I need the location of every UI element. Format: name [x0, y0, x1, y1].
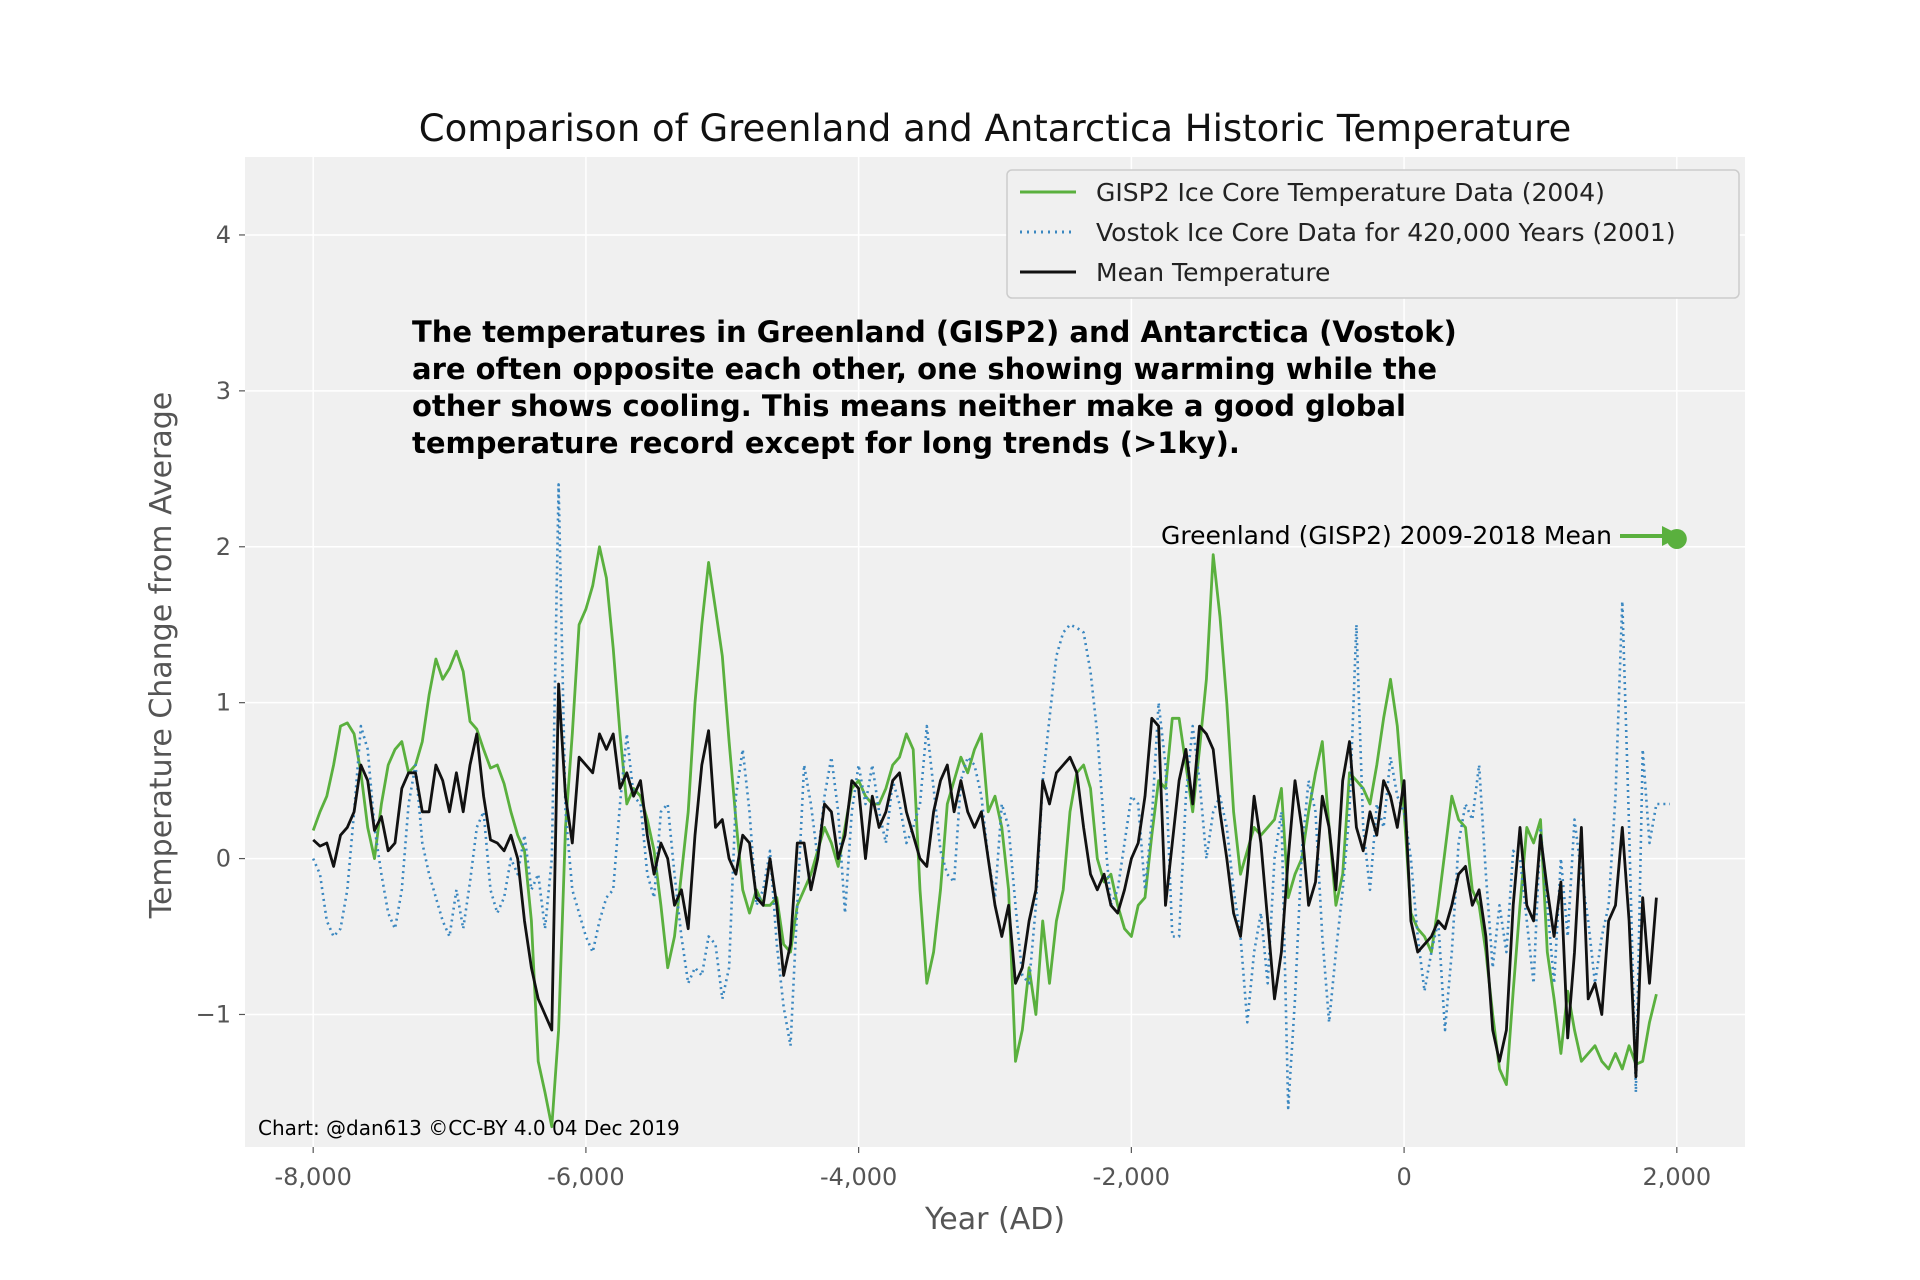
marker-label: Greenland (GISP2) 2009-2018 Mean — [1161, 521, 1612, 550]
annotation-note: The temperatures in Greenland (GISP2) an… — [412, 315, 1457, 460]
x-axis-label: Year (AD) — [924, 1202, 1065, 1237]
legend-label-vostok: Vostok Ice Core Data for 420,000 Years (… — [1096, 218, 1676, 247]
chart-credit: Chart: @dan613 ©CC-BY 4.0 04 Dec 2019 — [258, 1116, 680, 1140]
x-tick-label: 2,000 — [1642, 1163, 1711, 1191]
y-tick-label: 4 — [216, 221, 231, 249]
grid — [245, 157, 1745, 1147]
x-tick-label: -4,000 — [820, 1163, 897, 1191]
note-line: The temperatures in Greenland (GISP2) an… — [412, 315, 1457, 349]
legend: GISP2 Ice Core Temperature Data (2004) V… — [1006, 169, 1740, 299]
note-line: are often opposite each other, one showi… — [412, 352, 1437, 386]
legend-box — [1006, 169, 1740, 299]
x-tick-label: -6,000 — [547, 1163, 624, 1191]
chart-title: Comparison of Greenland and Antarctica H… — [419, 107, 1572, 150]
plot-area — [245, 157, 1745, 1147]
note-line: temperature record except for long trend… — [412, 426, 1240, 460]
series-vostok-line — [312, 483, 1670, 1110]
y-tick-label: −1 — [196, 1000, 231, 1028]
series-gisp2-line — [311, 545, 1658, 1129]
ticks: -8,000 -6,000 -4,000 -2,000 0 2,000 −1 0 1 2 3 4 — [196, 221, 1712, 1191]
legend-label-gisp2: GISP2 Ice Core Temperature Data (2004) — [1096, 178, 1605, 207]
recent-mean-marker: Greenland (GISP2) 2009-2018 Mean — [1161, 521, 1687, 550]
y-axis-label: Temperature Change from Average — [144, 392, 179, 920]
x-tick-label: -2,000 — [1093, 1163, 1170, 1191]
x-tick-label: 0 — [1396, 1163, 1411, 1191]
y-tick-label: 2 — [216, 533, 231, 561]
y-tick-label: 3 — [216, 377, 231, 405]
note-line: other shows cooling. This means neither … — [412, 389, 1406, 423]
series-mean-line — [312, 682, 1658, 1079]
x-tick-label: -8,000 — [274, 1163, 351, 1191]
y-tick-label: 0 — [216, 845, 231, 873]
legend-label-mean: Mean Temperature — [1096, 258, 1330, 287]
marker-point — [1666, 528, 1687, 549]
series-layer — [311, 483, 1670, 1129]
y-tick-label: 1 — [216, 689, 231, 717]
